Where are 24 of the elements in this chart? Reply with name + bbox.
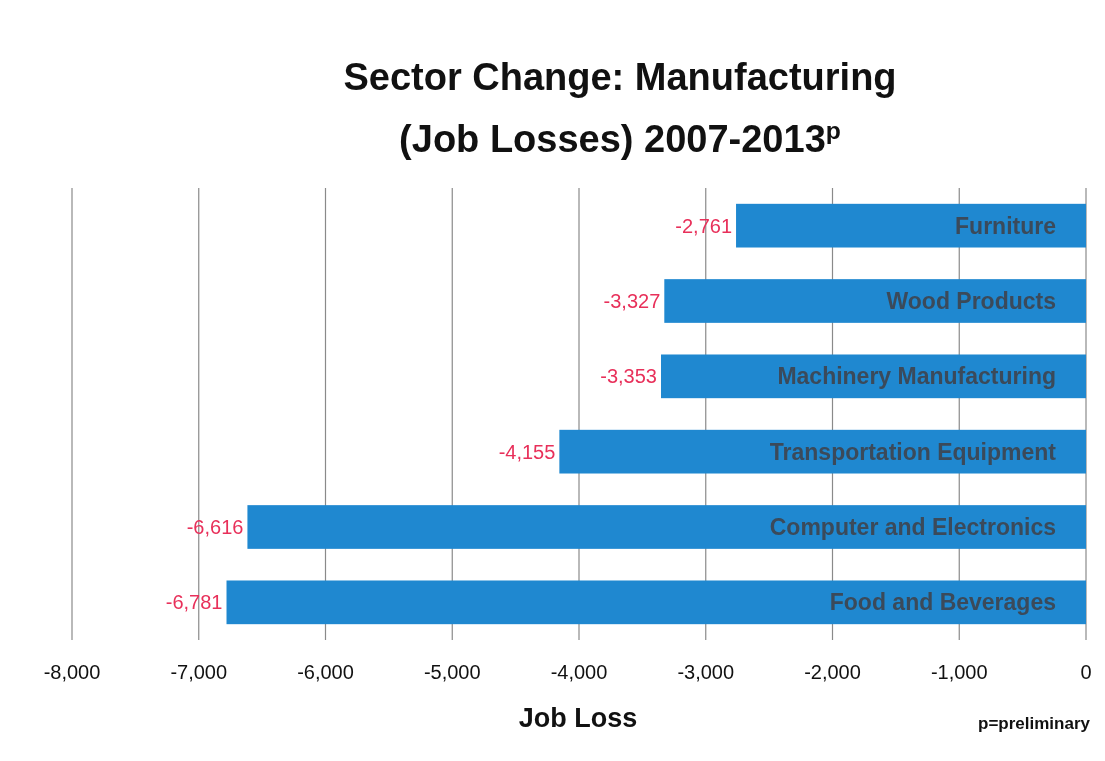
x-tick-label: -1,000 xyxy=(930,661,988,683)
data-label: -6,616 xyxy=(186,516,244,538)
x-axis-title: Job Loss xyxy=(518,703,638,733)
data-label: -3,327 xyxy=(603,290,661,312)
y-tick-label: Transportation Equipment xyxy=(769,438,1057,465)
y-tick-label: Furniture xyxy=(955,212,1056,239)
data-label: -4,155 xyxy=(498,440,556,463)
x-tick-label: -8,000 xyxy=(43,661,101,683)
x-tick-label: -6,000 xyxy=(297,661,354,683)
data-label: -3,353 xyxy=(600,365,658,388)
x-tick-label: -3,000 xyxy=(677,661,735,683)
x-tick-label: -2,000 xyxy=(804,661,861,683)
x-tick-label: 0 xyxy=(1080,661,1092,683)
y-tick-label: Wood Products xyxy=(886,288,1056,315)
chart-title: Sector Change: Manufacturing (Job Losses) 2007-2013$^{p}$ xyxy=(343,56,897,160)
y-tick-label: Computer and Electronics xyxy=(769,514,1056,541)
x-tick-label: -5,000 xyxy=(423,661,481,683)
data-label: -6,781 xyxy=(165,591,223,614)
data-label: -2,761 xyxy=(675,214,733,237)
x-tick-label: -4,000 xyxy=(550,661,608,683)
y-tick-label: Food and Beverages xyxy=(829,589,1056,616)
text: p=preliminary xyxy=(978,714,1091,733)
x-tick-label: -7,000 xyxy=(170,661,228,683)
y-tick-label: Machinery Manufacturing xyxy=(777,363,1056,390)
